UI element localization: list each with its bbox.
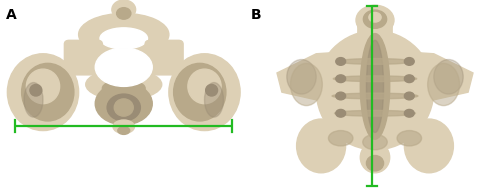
FancyBboxPatch shape [358,23,392,46]
Ellipse shape [334,76,416,82]
FancyBboxPatch shape [145,40,183,75]
Ellipse shape [360,34,390,139]
Ellipse shape [107,94,140,121]
Ellipse shape [204,83,224,117]
Ellipse shape [364,10,386,28]
Ellipse shape [334,110,415,116]
Ellipse shape [316,31,434,150]
Ellipse shape [336,92,345,100]
Ellipse shape [338,59,412,64]
Ellipse shape [366,156,384,171]
Ellipse shape [114,99,133,116]
Ellipse shape [112,0,136,19]
Ellipse shape [95,83,152,125]
Ellipse shape [22,63,74,121]
Ellipse shape [102,80,145,97]
Ellipse shape [366,40,384,132]
Text: B: B [251,8,262,22]
Ellipse shape [169,54,240,131]
Ellipse shape [336,58,345,65]
Ellipse shape [404,109,414,117]
Ellipse shape [290,63,322,106]
Ellipse shape [113,120,134,133]
Polygon shape [375,50,473,100]
Ellipse shape [369,12,381,22]
Ellipse shape [336,75,345,83]
Ellipse shape [428,63,460,106]
Ellipse shape [404,119,454,173]
Ellipse shape [296,119,346,173]
Polygon shape [277,50,375,100]
Ellipse shape [174,63,226,121]
Ellipse shape [26,69,60,104]
Ellipse shape [328,131,353,146]
Ellipse shape [86,69,162,100]
Ellipse shape [404,58,414,65]
Ellipse shape [118,127,130,134]
Ellipse shape [24,83,43,117]
Ellipse shape [356,5,394,35]
Text: A: A [6,8,17,22]
Ellipse shape [188,69,221,104]
Ellipse shape [116,8,131,19]
Ellipse shape [95,48,152,86]
Ellipse shape [397,131,421,146]
Ellipse shape [8,54,79,131]
Ellipse shape [287,60,316,94]
Ellipse shape [78,13,169,56]
Ellipse shape [404,92,414,100]
Ellipse shape [360,142,390,173]
Ellipse shape [434,60,463,94]
Ellipse shape [30,84,42,96]
Ellipse shape [206,84,218,96]
Ellipse shape [363,134,387,150]
Ellipse shape [100,28,148,49]
Ellipse shape [332,93,418,99]
Ellipse shape [336,109,345,117]
FancyBboxPatch shape [64,40,102,75]
Ellipse shape [404,75,414,83]
